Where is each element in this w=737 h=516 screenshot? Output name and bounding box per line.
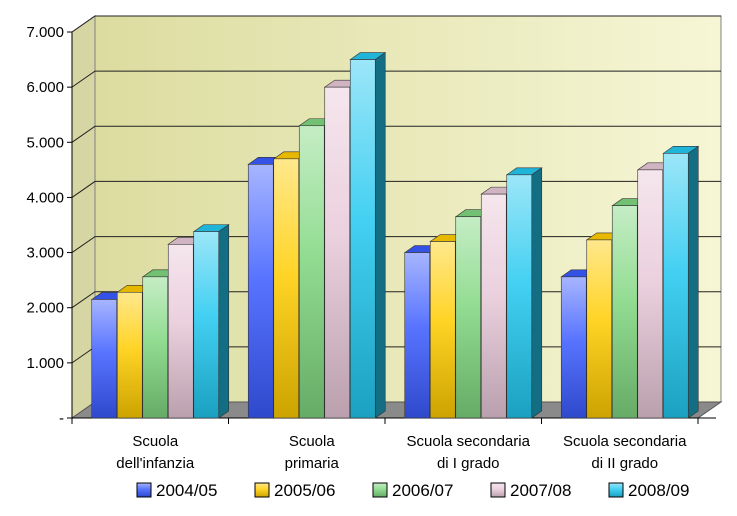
bar	[192, 224, 230, 419]
y-axis-tick-labels: - 1.000 2.000 3.000 4.000 5.000 6.000 7.000	[26, 24, 64, 427]
legend-swatch	[490, 482, 506, 498]
legend-swatch	[254, 482, 270, 498]
y-tick-label: 4.000	[26, 189, 64, 206]
category-label: Scuola primaria	[285, 433, 340, 472]
y-tick-label: 7.000	[26, 24, 64, 41]
legend-item: 2005/06	[254, 481, 335, 500]
bars	[90, 51, 700, 419]
y-tick-label: -	[59, 410, 64, 427]
legend-label: 2006/07	[392, 481, 453, 500]
legend-swatch	[136, 482, 152, 498]
y-tick-label: 5.000	[26, 134, 64, 151]
bar	[349, 51, 387, 419]
bar	[505, 167, 543, 419]
y-tick-label: 3.000	[26, 245, 64, 262]
legend-item: 2006/07	[372, 481, 453, 500]
gridline	[71, 125, 721, 143]
legend-item: 2004/05	[136, 481, 217, 500]
legend-label: 2008/09	[628, 481, 689, 500]
y-tick-label: 1.000	[26, 355, 64, 372]
legend-item: 2008/09	[608, 481, 689, 500]
category-label: Scuola dell'infanzia	[116, 433, 195, 472]
legend-swatch	[608, 482, 624, 498]
legend-label: 2005/06	[274, 481, 335, 500]
y-tick-label: 2.000	[26, 300, 64, 317]
gridline	[71, 15, 721, 33]
legend: 2004/05 2005/06 2006/07 2007/08 2008/09	[136, 481, 689, 500]
legend-label: 2007/08	[510, 481, 571, 500]
x-axis-category-labels: Scuola dell'infanzia Scuola primaria Scuola …	[116, 433, 687, 472]
legend-swatch	[372, 482, 388, 498]
category-label: Scuola secondaria di I grado	[407, 433, 531, 472]
legend-label: 2004/05	[156, 481, 217, 500]
legend-item: 2007/08	[490, 481, 571, 500]
gridline	[71, 70, 721, 88]
y-tick-label: 6.000	[26, 79, 64, 96]
bar	[662, 145, 700, 419]
category-label: Scuola secondaria di II grado	[563, 433, 687, 472]
